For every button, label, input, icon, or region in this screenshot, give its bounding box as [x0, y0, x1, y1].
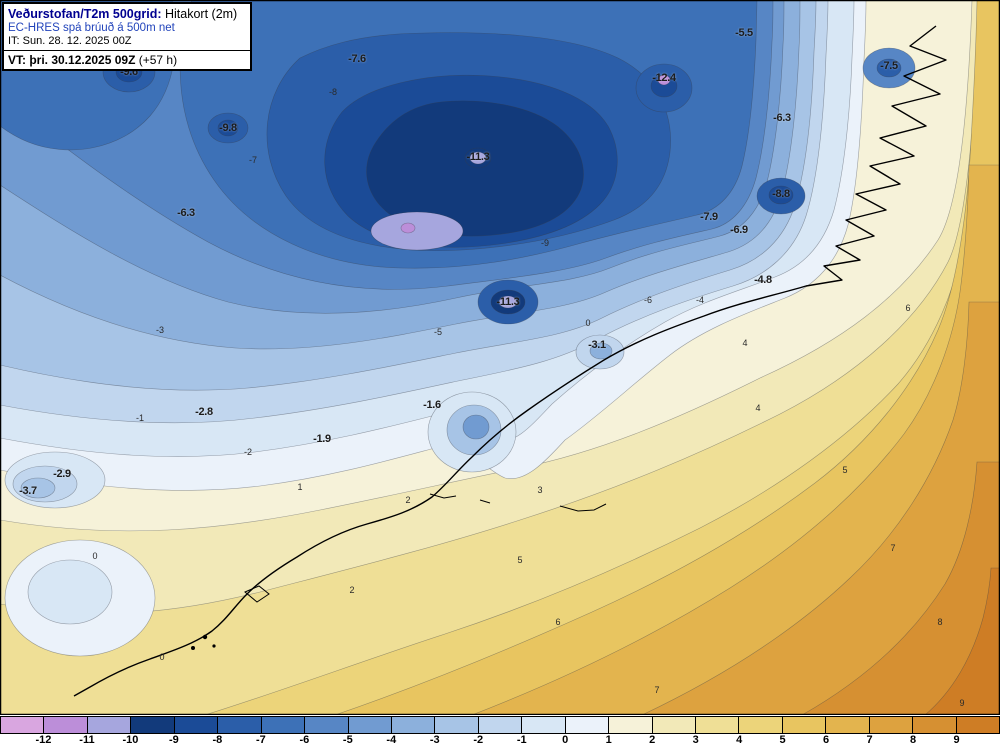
temp-band--12 — [400, 222, 416, 234]
colorbar-segment — [87, 717, 132, 733]
temp-band--11 — [469, 151, 487, 165]
valid-time: VT: þri. 30.12.2025 09Z — [8, 53, 136, 68]
colorbar-tick-label: 8 — [909, 734, 917, 746]
colorbar-tick-label: -9 — [169, 734, 179, 746]
colorbar-segment — [696, 717, 740, 733]
colorbar-tick-label: -7 — [255, 734, 266, 746]
model-info: EC-HRES spá brúuð á 500m net — [8, 21, 175, 34]
colorbar-segment — [478, 717, 523, 733]
colorbar-tick-label: 5 — [779, 734, 786, 746]
colorbar-tick-label: -10 — [122, 734, 139, 746]
colorbar-segment — [522, 717, 566, 733]
colorbar-segment — [739, 717, 783, 733]
colorbar-segment — [609, 717, 653, 733]
colorbar-tick-label: -8 — [212, 734, 223, 746]
coast-detail — [244, 493, 607, 603]
colorbar-segment — [565, 717, 610, 733]
temp-band--11 — [498, 295, 518, 309]
product-title: Veðurstofan/T2m 500grid: — [8, 7, 162, 21]
colorbar-segment — [261, 717, 306, 733]
temp-band--9 — [217, 119, 239, 137]
colorbar-tick-label: -1 — [516, 734, 527, 746]
colorbar-segments — [0, 716, 1000, 734]
colorbar-segment — [869, 717, 914, 733]
island-dot — [202, 634, 208, 640]
temp-band--12 — [657, 74, 671, 86]
colorbar-tick-label: 4 — [736, 734, 743, 746]
colorbar-tick-label: -4 — [386, 734, 397, 746]
island-dot — [191, 646, 195, 650]
colorbar-segment — [305, 717, 349, 733]
colorbar-tick-label: -12 — [35, 734, 52, 746]
temperature-map: -9.6 -7.6 -12.4 -5.5 -7.5 -9.8 -11.3 -6.3 -8.8 -6… — [0, 0, 1000, 715]
temperature-colorbar: -12 -11 -10 -9 -8 -7 -6 -5 -4 -3 -2 -1 0 1 2 3 4 5 6 7 8 9 — [0, 716, 1000, 749]
island-dot — [212, 644, 216, 648]
colorbar-segment — [218, 717, 262, 733]
temp-band--8 — [876, 58, 902, 78]
temp-band--11 — [370, 211, 464, 251]
temperature-contour-map — [0, 0, 1000, 715]
colorbar-segment — [652, 717, 696, 733]
forecast-hour: (+57 h) — [135, 53, 178, 68]
valid-time-line: VT: þri. 30.12.2025 09Z (+57 h) — [4, 50, 250, 67]
colorbar-tick-label: 3 — [692, 734, 699, 746]
colorbar-segment — [391, 717, 436, 733]
colorbar-segment — [913, 717, 957, 733]
colorbar-tick-label: 7 — [866, 734, 873, 746]
colorbar-segment — [348, 717, 392, 733]
colorbar-labels: -12 -11 -10 -9 -8 -7 -6 -5 -4 -3 -2 -1 0 1 2 3 4 5 6 7 8 9 — [0, 734, 1000, 748]
temp-band--5 — [462, 414, 490, 440]
temp-band--1 — [27, 559, 113, 625]
colorbar-segment — [44, 717, 88, 733]
colorbar-segment — [435, 717, 479, 733]
temp-band--4 — [589, 342, 613, 360]
colorbar-tick-label: 1 — [605, 734, 612, 746]
colorbar-tick-label: 0 — [562, 734, 569, 746]
coastline — [73, 25, 947, 697]
temp-band-9 — [924, 567, 1000, 715]
temp-band-8 — [801, 461, 1000, 715]
colorbar-tick-label: -6 — [299, 734, 310, 746]
colorbar-segment — [782, 717, 827, 733]
temp-band-7 — [641, 301, 1000, 715]
map-title-box: Veðurstofan/T2m 500grid: Hitakort (2m) E… — [2, 2, 252, 72]
colorbar-tick-label: 9 — [953, 734, 960, 746]
colorbar-segment — [956, 717, 1000, 733]
colorbar-segment — [131, 717, 175, 733]
colorbar-tick-label: 2 — [649, 734, 656, 746]
init-time: IT: Sun. 28. 12. 2025 00Z — [8, 35, 132, 48]
colorbar-tick-label: -2 — [473, 734, 484, 746]
temp-band--9 — [768, 185, 794, 205]
colorbar-tick-label: 6 — [823, 734, 830, 746]
temp-band--3 — [20, 477, 56, 499]
colorbar-tick-label: -3 — [429, 734, 440, 746]
colorbar-segment — [1, 717, 45, 733]
colorbar-tick-label: -5 — [342, 734, 353, 746]
product-title-line: Veðurstofan/T2m 500grid: Hitakort (2m) — [8, 7, 244, 22]
colorbar-segment — [826, 717, 870, 733]
product-subtitle: Hitakort (2m) — [161, 7, 238, 21]
colorbar-segment — [174, 717, 219, 733]
colorbar-tick-label: -11 — [79, 734, 95, 746]
